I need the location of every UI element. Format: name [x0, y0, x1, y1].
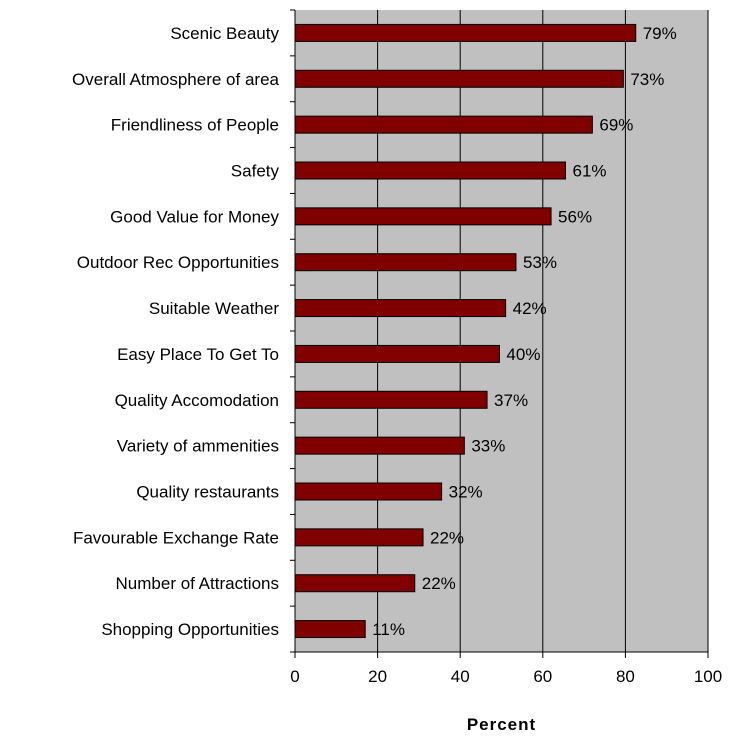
data-label: 22% [422, 574, 456, 593]
x-tick-label: 0 [290, 667, 299, 686]
category-label: Safety [231, 162, 280, 181]
category-label: Favourable Exchange Rate [73, 528, 279, 547]
axes: 0 20 40 60 80 100 [290, 9, 722, 686]
x-tick-label: 40 [451, 667, 470, 686]
data-label: 22% [430, 528, 464, 547]
bar [294, 253, 517, 272]
bar [294, 574, 416, 593]
data-label: 79% [643, 24, 677, 43]
category-label: Scenic Beauty [170, 24, 279, 43]
bar [294, 344, 500, 363]
category-label: Number of Attractions [116, 574, 279, 593]
category-label: Easy Place To Get To [117, 345, 279, 364]
plot-area [295, 10, 708, 652]
category-label: Outdoor Rec Opportunities [77, 253, 279, 272]
data-label: 61% [573, 162, 607, 181]
category-label: Friendliness of People [111, 116, 279, 135]
x-tick-label: 20 [368, 667, 387, 686]
labels: Scenic Beauty 79% Overall Atmosphere of ar… [72, 24, 677, 639]
data-label: 53% [523, 253, 557, 272]
bar [294, 620, 366, 639]
bar [294, 482, 443, 501]
category-label: Suitable Weather [149, 299, 279, 318]
category-label: Overall Atmosphere of area [72, 70, 279, 89]
data-label: 69% [599, 116, 633, 135]
bar [294, 436, 465, 455]
category-label: Quality Accomodation [115, 391, 279, 410]
bar [294, 528, 424, 547]
data-label: 32% [449, 483, 483, 502]
x-axis-title: Percent [467, 715, 536, 734]
category-label: Shopping Opportunities [101, 620, 279, 639]
category-label: Variety of ammenities [117, 437, 279, 456]
data-label: 11% [372, 620, 405, 639]
x-tick-label: 80 [616, 667, 635, 686]
bar [294, 23, 637, 42]
bars [294, 23, 637, 639]
bar [294, 115, 593, 134]
data-label: 40% [506, 345, 540, 364]
category-label: Good Value for Money [110, 207, 279, 226]
x-tick-label: 60 [533, 667, 552, 686]
data-label: 73% [630, 70, 664, 89]
bar [294, 390, 488, 409]
bar [294, 161, 567, 180]
data-label: 42% [513, 299, 547, 318]
category-label: Quality restaurants [136, 483, 279, 502]
data-label: 56% [558, 207, 592, 226]
x-tick-label: 100 [694, 667, 722, 686]
bar [294, 299, 507, 318]
data-label: 37% [494, 391, 528, 410]
bar [294, 207, 552, 226]
data-label: 33% [471, 437, 505, 456]
bar [294, 69, 624, 88]
